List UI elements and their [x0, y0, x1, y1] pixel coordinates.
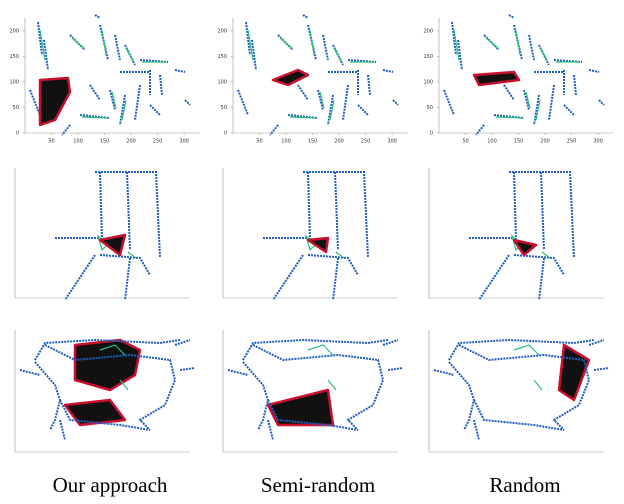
- trajectory-links: [474, 72, 519, 85]
- trajectory-links: [273, 70, 308, 85]
- y-tick-label: 200: [217, 28, 227, 34]
- panel-column: 50 100 150 200 250 300 0 50 100 150 200: [9, 15, 200, 452]
- y-tick-label: 0: [16, 131, 19, 137]
- trajectory-links: [40, 78, 70, 125]
- trajectory-links: [308, 238, 328, 252]
- x-tick-label: 250: [567, 139, 577, 145]
- y-tick-label: 150: [9, 54, 19, 60]
- x-tick-label: 150: [514, 139, 524, 145]
- caption: Our approach: [53, 473, 168, 497]
- caption: Semi-random: [261, 473, 375, 497]
- point-cloud-map: [263, 172, 368, 300]
- y-tick-label: 100: [9, 79, 19, 85]
- y-tick-label: 50: [221, 105, 227, 111]
- x-tick-label: 100: [281, 139, 291, 145]
- y-tick-label: 0: [430, 131, 433, 137]
- x-tick-label: 200: [126, 139, 136, 145]
- x-tick-label: 300: [387, 139, 397, 145]
- trajectory-links: [514, 240, 536, 255]
- y-tick-label: 0: [224, 131, 227, 137]
- y-tick-label: 50: [13, 105, 19, 111]
- y-tick-label: 200: [9, 28, 19, 34]
- panel-column: 50 100 150 200 250 300 0 50 100 150 200: [423, 15, 614, 452]
- x-tick-label: 250: [361, 139, 371, 145]
- x-tick-label: 100: [487, 139, 497, 145]
- x-tick-label: 50: [48, 139, 54, 145]
- x-tick-label: 200: [540, 139, 550, 145]
- point-cloud-map: [444, 15, 604, 135]
- caption: Random: [489, 473, 560, 497]
- x-tick-label: 50: [462, 139, 468, 145]
- point-cloud-map: [238, 15, 398, 135]
- x-tick-label: 300: [593, 139, 603, 145]
- point-cloud-map: [469, 172, 574, 300]
- x-tick-label: 300: [179, 139, 189, 145]
- y-tick-label: 150: [423, 54, 433, 60]
- x-tick-label: 200: [334, 139, 344, 145]
- trajectory-links: [65, 400, 125, 425]
- y-tick-label: 150: [217, 54, 227, 60]
- captions: Our approach Semi-random Random: [53, 473, 561, 497]
- y-tick-label: 100: [217, 79, 227, 85]
- x-tick-label: 150: [100, 139, 110, 145]
- axis-frame: [439, 18, 614, 133]
- panel-column: 50 100 150 200 250 300 0 50 100 150 200: [217, 15, 408, 452]
- trajectory-links: [100, 235, 125, 255]
- x-tick-label: 100: [73, 139, 83, 145]
- y-tick-label: 50: [427, 105, 433, 111]
- point-cloud-map: [55, 172, 160, 300]
- axis-frame: [233, 18, 408, 133]
- x-tick-label: 250: [153, 139, 163, 145]
- y-tick-label: 100: [423, 79, 433, 85]
- y-tick-label: 200: [423, 28, 433, 34]
- figure: 50 100 150 200 250 300 0 50 100 150 200 50 100 150 200…: [0, 0, 624, 504]
- x-tick-label: 150: [308, 139, 318, 145]
- x-tick-label: 50: [256, 139, 262, 145]
- panel-grid: 50 100 150 200 250 300 0 50 100 150 200 50 100 150 200…: [9, 15, 614, 452]
